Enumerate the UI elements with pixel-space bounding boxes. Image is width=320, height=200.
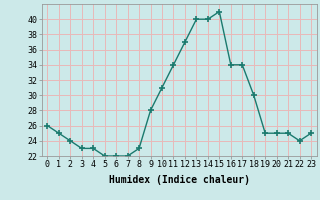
X-axis label: Humidex (Indice chaleur): Humidex (Indice chaleur) <box>109 175 250 185</box>
